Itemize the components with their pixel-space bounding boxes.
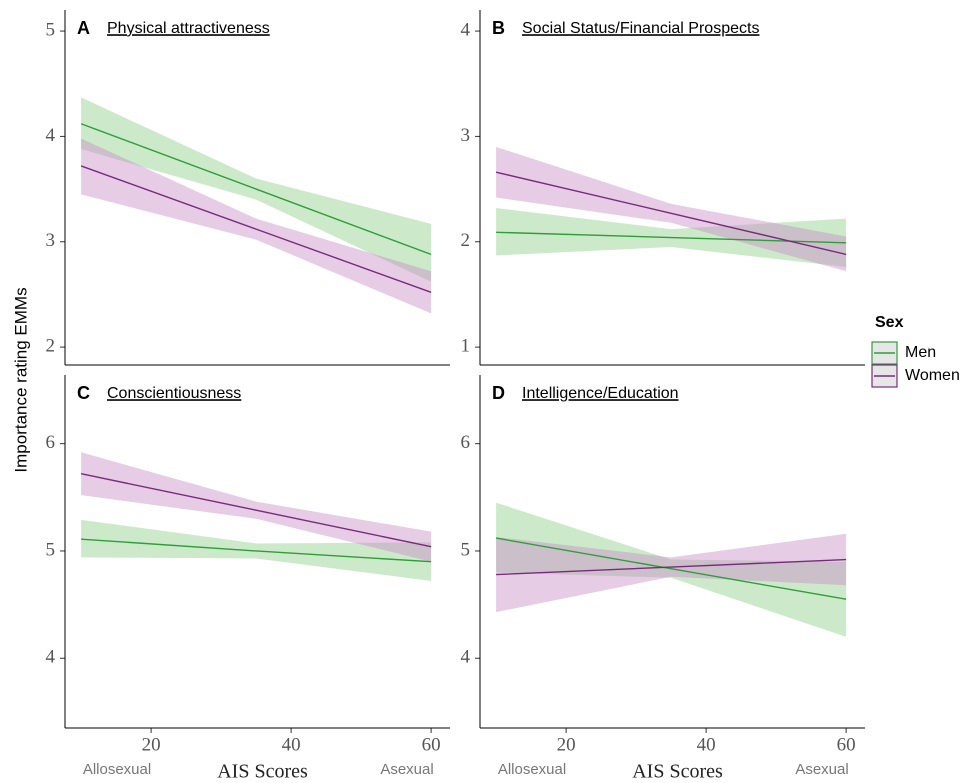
y-tick-label: 3 [46, 230, 56, 251]
x-tick-label: 60 [837, 734, 856, 755]
confidence-band [81, 452, 432, 562]
x-tick-label: 40 [282, 734, 301, 755]
y-tick-label: 4 [461, 647, 471, 668]
y-tick-label: 2 [46, 335, 56, 356]
panel-title: Social Status/Financial Prospects [522, 20, 759, 37]
line [496, 558, 847, 576]
y-tick-label: 6 [46, 432, 56, 453]
x-tick-label: 60 [422, 734, 441, 755]
panel-title: Physical attractiveness [107, 20, 270, 37]
x-end-label: Asexual [795, 761, 848, 778]
y-tick-label: 2 [461, 230, 471, 251]
y-tick-label: 3 [461, 125, 471, 146]
y-tick-label: 4 [46, 125, 56, 146]
panel-letter: C [77, 383, 90, 403]
panel-title: Conscientiousness [107, 385, 241, 402]
panel-letter: B [492, 18, 505, 38]
legend-title: Sex [875, 314, 904, 331]
line [81, 538, 432, 563]
x-tick-label: 20 [557, 734, 576, 755]
line [80, 473, 432, 548]
y-tick-label: 1 [461, 335, 471, 356]
panel-title: Intelligence/Education [522, 385, 679, 402]
y-axis-title: Importance rating EMMs [11, 287, 30, 472]
x-end-label: Allosexual [83, 761, 151, 778]
legend-label: Men [905, 344, 936, 361]
x-end-label: Asexual [380, 761, 433, 778]
x-axis-title: AIS Scores [632, 761, 723, 783]
line [495, 171, 847, 256]
confidence-band [81, 138, 432, 314]
x-end-label: Allosexual [498, 761, 566, 778]
y-tick-label: 4 [46, 647, 56, 668]
legend-label: Women [905, 367, 960, 384]
y-tick-label: 5 [46, 539, 56, 560]
y-tick-label: 5 [46, 19, 56, 40]
line [80, 123, 432, 256]
x-axis-title: AIS Scores [217, 761, 308, 783]
panel-letter: A [77, 18, 90, 38]
line [495, 537, 847, 600]
confidence-band [496, 502, 847, 637]
panel-letter: D [492, 383, 505, 403]
y-tick-label: 5 [461, 539, 471, 560]
y-tick-label: 4 [461, 19, 471, 40]
y-tick-label: 6 [461, 432, 471, 453]
line [80, 165, 432, 293]
x-tick-label: 20 [142, 734, 161, 755]
x-tick-label: 40 [697, 734, 716, 755]
